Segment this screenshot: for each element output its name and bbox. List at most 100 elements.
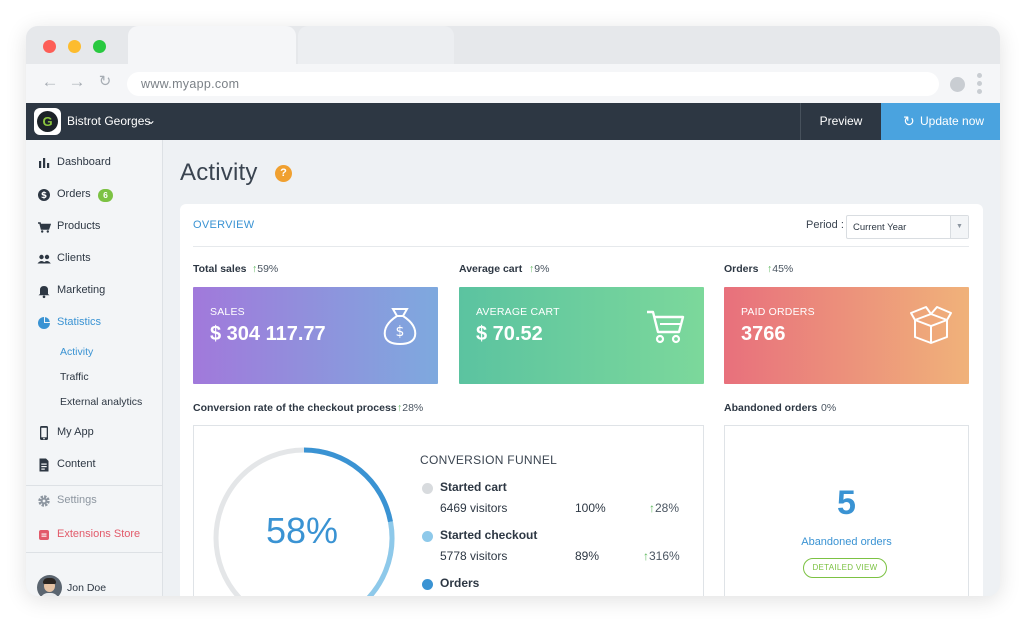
url-field[interactable]: www.myapp.com — [127, 72, 939, 96]
help-icon[interactable]: ? — [275, 165, 292, 182]
bar-chart-icon — [39, 158, 50, 168]
total-sales-title: Total sales — [193, 263, 247, 275]
abandoned-orders-title: Abandoned orders — [724, 402, 818, 414]
sidebar-item-orders[interactable]: $ Orders 6 — [26, 183, 163, 209]
sidebar-item-extensions-store[interactable]: Extensions Store — [26, 523, 163, 549]
sales-card[interactable]: SALES $ 304 117.77 $ — [193, 287, 438, 384]
open-box-icon — [910, 306, 952, 344]
abandoned-orders-delta: 0% — [821, 402, 837, 414]
user-name[interactable]: Jon Doe — [67, 582, 107, 594]
detailed-view-button[interactable]: DETAILED VIEW — [803, 558, 887, 578]
phone-icon — [40, 426, 48, 440]
arrow-up-icon: ↑ — [252, 263, 258, 275]
orders-count-badge: 6 — [98, 189, 113, 202]
average-cart-delta-value: 9% — [534, 263, 550, 275]
funnel-step-dot — [422, 531, 433, 542]
pie-chart-icon — [38, 317, 50, 329]
sidebar-item-content[interactable]: Content — [26, 453, 163, 479]
card-label: AVERAGE CART — [476, 306, 560, 318]
update-now-button[interactable]: ↻ Update now — [881, 103, 1000, 140]
average-cart-delta: ↑9% — [529, 263, 549, 275]
conversion-funnel-box: 58% CONVERSION FUNNEL Started cart 6469 … — [193, 425, 704, 596]
funnel-step-percent: 100% — [575, 501, 606, 515]
preview-button[interactable]: Preview — [800, 103, 881, 140]
forward-arrow-icon[interactable]: → — [68, 72, 86, 91]
sidebar-divider — [26, 552, 163, 553]
avatar[interactable] — [37, 575, 62, 596]
refresh-icon: ↻ — [903, 113, 915, 129]
maximize-window-button[interactable] — [93, 40, 106, 53]
users-icon — [37, 254, 51, 264]
profile-icon[interactable] — [950, 77, 965, 92]
close-window-button[interactable] — [43, 40, 56, 53]
sidebar-item-settings[interactable]: Settings — [26, 489, 163, 515]
update-now-label: Update now — [920, 114, 985, 128]
sidebar-subitem-external-analytics[interactable]: External analytics — [60, 396, 143, 408]
gauge-progress-arc — [303, 447, 393, 523]
sidebar-item-label: Statistics — [57, 316, 102, 328]
abandoned-orders-label: Abandoned orders — [801, 536, 892, 548]
funnel-step-name: Started cart — [440, 480, 507, 494]
funnel-step-delta: ↑316% — [643, 549, 680, 563]
conversion-gauge — [213, 447, 395, 596]
gear-icon — [38, 495, 50, 507]
sidebar-item-clients[interactable]: Clients — [26, 247, 163, 273]
logo-letter: G — [37, 111, 58, 132]
browser-toolbar: ← → ↻ www.myapp.com — [26, 64, 1000, 103]
back-arrow-icon[interactable]: ← — [41, 72, 59, 91]
card-value: $ 70.52 — [476, 323, 543, 345]
sidebar-subitem-traffic[interactable]: Traffic — [60, 371, 89, 383]
funnel-step-delta-value: 28% — [655, 501, 680, 515]
sidebar-item-label: Clients — [57, 252, 91, 264]
conversion-rate-title: Conversion rate of the checkout process — [193, 402, 397, 414]
arrow-up-icon: ↑ — [397, 402, 403, 414]
funnel-step-visitors: 6469 visitors — [440, 501, 508, 515]
conversion-delta-value: 28% — [402, 402, 424, 414]
orders-delta-value: 45% — [772, 263, 794, 275]
chevron-down-icon[interactable]: ⌄ — [146, 113, 157, 127]
sidebar-item-label: Content — [57, 458, 96, 470]
sidebar-item-marketing[interactable]: Marketing — [26, 279, 163, 305]
minimize-window-button[interactable] — [68, 40, 81, 53]
period-select[interactable]: Current Year ▼ — [846, 215, 969, 239]
card-label: SALES — [210, 306, 245, 318]
funnel-step-name: Orders — [440, 576, 480, 590]
reload-icon[interactable]: ↻ — [98, 73, 112, 90]
cart-icon — [38, 222, 51, 233]
sidebar-subitem-activity[interactable]: Activity — [60, 346, 94, 358]
dollar-circle-icon: $ — [38, 189, 50, 201]
browser-menu-icon[interactable] — [977, 73, 983, 97]
svg-text:$: $ — [41, 191, 47, 201]
average-cart-title: Average cart — [459, 263, 523, 275]
sidebar-item-label: Dashboard — [57, 156, 111, 168]
store-selector[interactable]: Bistrot Georges — [67, 114, 151, 128]
arrow-up-icon: ↑ — [649, 501, 655, 515]
card-value: 3766 — [741, 323, 786, 345]
select-arrow-icon: ▼ — [950, 216, 968, 238]
sidebar-divider — [26, 485, 163, 486]
shopping-cart-icon — [647, 310, 685, 344]
browser-tab-active[interactable] — [128, 26, 296, 64]
card-label: PAID ORDERS — [741, 306, 815, 318]
period-label: Period : — [806, 219, 844, 231]
sidebar: Dashboard $ Orders 6 Products Clients Ma… — [26, 140, 163, 596]
funnel-step-percent: 89% — [575, 549, 600, 563]
funnel-step-delta: ↑28% — [649, 501, 679, 515]
paid-orders-card[interactable]: PAID ORDERS 3766 — [724, 287, 969, 384]
average-cart-card[interactable]: AVERAGE CART $ 70.52 — [459, 287, 704, 384]
sidebar-item-statistics[interactable]: Statistics — [26, 311, 163, 337]
sidebar-item-products[interactable]: Products — [26, 215, 163, 241]
total-sales-delta: ↑59% — [252, 263, 278, 275]
abandoned-orders-box: 5 Abandoned orders DETAILED VIEW — [724, 425, 969, 596]
orders-title: Orders — [724, 263, 759, 275]
bell-icon — [38, 286, 50, 299]
money-bag-icon: $ — [383, 308, 417, 346]
arrow-up-icon: ↑ — [767, 263, 773, 275]
sidebar-item-dashboard[interactable]: Dashboard — [26, 151, 163, 177]
gauge-percent: 58% — [265, 510, 339, 551]
extensions-icon — [39, 530, 49, 540]
browser-tab-inactive[interactable] — [298, 26, 454, 64]
funnel-step-delta-value: 316% — [649, 549, 680, 563]
sidebar-item-my-app[interactable]: My App — [26, 421, 163, 447]
store-logo: G — [34, 108, 61, 135]
